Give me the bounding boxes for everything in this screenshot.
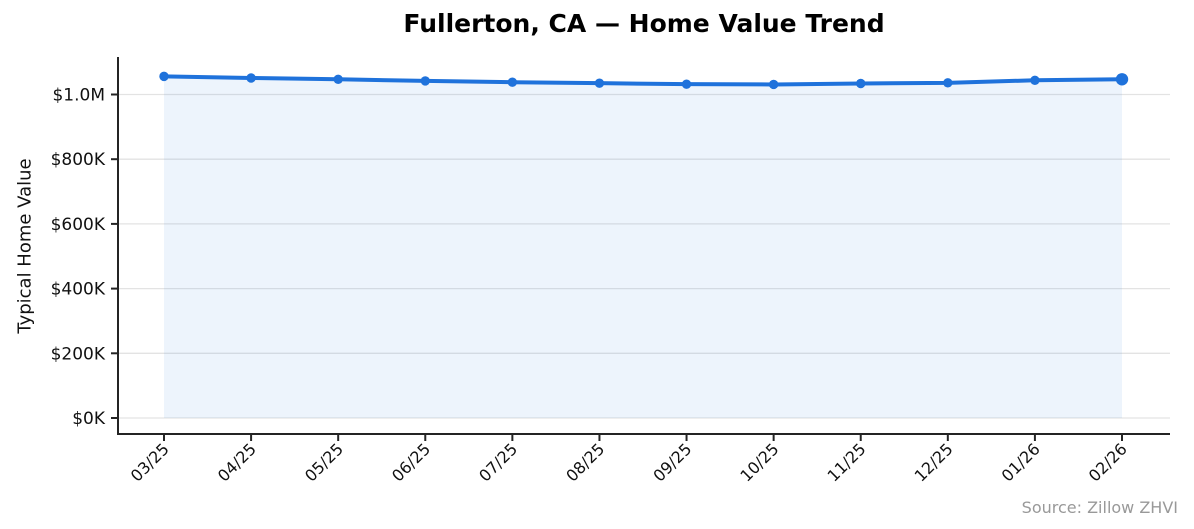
series-line [162,74,1124,87]
data-point [856,78,866,89]
x-tick-label: 11/25 [824,439,870,485]
data-point [246,73,256,83]
x-tick-label: 05/25 [301,439,347,485]
chart-title: Fullerton, CA — Home Value Trend [403,9,885,38]
x-tick-label: 09/25 [649,439,695,485]
x-tick-label: 06/25 [388,439,434,485]
y-axis-title: Typical Home Value [14,158,36,334]
data-point [681,79,692,89]
data-point [943,78,953,88]
y-tick-label: $400K [51,280,106,300]
y-tick-label: $1.0M [52,86,105,106]
data-point [159,71,169,82]
x-tick-label: 03/25 [127,439,173,485]
y-tick-label: $200K [51,344,106,364]
data-point [594,78,605,88]
y-tick-label: $800K [51,150,106,170]
data-point [507,77,518,87]
y-tick-label: $600K [51,215,106,235]
x-tick-label: 07/25 [475,439,521,485]
x-tick-label: 02/26 [1085,439,1131,485]
x-tick-label: 12/25 [911,439,957,485]
data-point-latest [1115,73,1129,86]
x-tick-label: 10/25 [736,439,782,485]
x-tick-label: 08/25 [562,439,608,485]
data-point [768,79,779,90]
data-point [420,76,430,86]
data-point [1030,75,1040,85]
source-note: Source: Zillow ZHVI [1021,498,1178,517]
series-area-fill [164,76,1122,418]
x-tick-label: 01/26 [998,439,1044,485]
data-point [333,74,343,84]
x-tick-label: 04/25 [214,439,260,485]
y-tick-label: $0K [72,409,106,429]
